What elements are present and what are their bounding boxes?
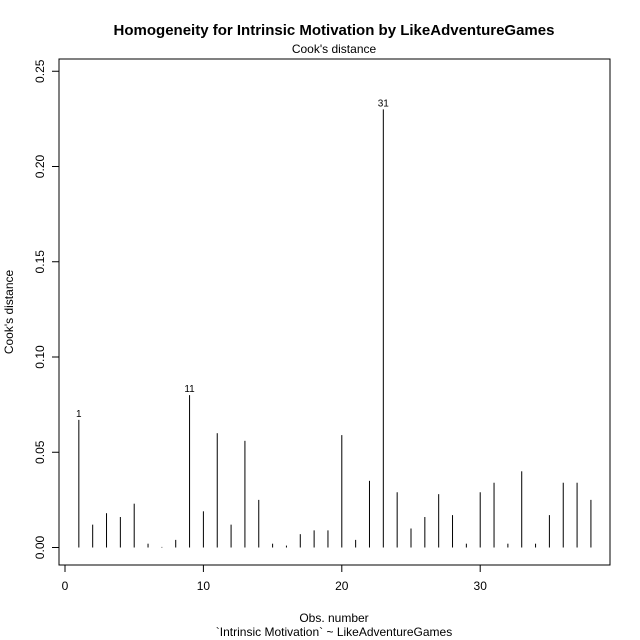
x-tick-label: 30	[474, 579, 488, 593]
data-label: 11	[184, 384, 195, 395]
data-label: 31	[378, 98, 390, 109]
data-label: 1	[76, 409, 82, 420]
bars-group	[78, 109, 592, 548]
y-tick-label: 0.15	[33, 250, 47, 274]
y-axis-title: Cook's distance	[2, 270, 16, 355]
x-tick-label: 10	[197, 579, 211, 593]
y-tick-label: 0.05	[33, 440, 47, 464]
chart-subtitle: Cook's distance	[292, 42, 377, 56]
y-tick-label: 0.20	[33, 154, 47, 178]
y-axis: 0.00 0.05 0.10 0.15 0.20 0.25	[33, 59, 60, 559]
x-axis-title: Obs. number	[299, 611, 368, 625]
y-tick-label: 0.25	[33, 59, 47, 83]
x-tick-label: 20	[335, 579, 349, 593]
x-axis: 0 10 20 30	[62, 564, 488, 593]
y-tick-label: 0.00	[33, 535, 47, 559]
chart-title: Homogeneity for Intrinsic Motivation by …	[114, 22, 555, 39]
x-axis-subtitle: `Intrinsic Motivation` ~ LikeAdventureGa…	[216, 625, 452, 639]
y-tick-label: 0.10	[33, 345, 47, 369]
x-tick-label: 0	[62, 579, 69, 593]
